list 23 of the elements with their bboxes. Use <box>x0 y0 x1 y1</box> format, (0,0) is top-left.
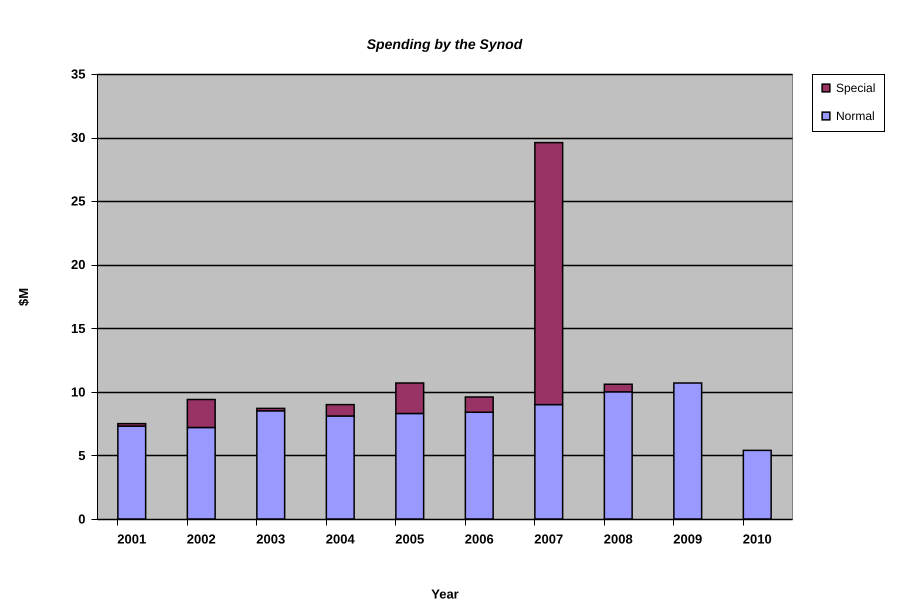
x-tick-label: 2003 <box>256 532 286 546</box>
y-tick-label: 15 <box>71 320 86 336</box>
x-tick-label: 2002 <box>186 532 216 546</box>
x-tick-label: 2009 <box>673 532 702 546</box>
x-tick-label: 2010 <box>742 532 772 546</box>
legend-label: Normal <box>836 109 875 123</box>
y-tick-label: 20 <box>71 257 86 272</box>
legend-label: Special <box>836 81 876 95</box>
x-tick-label: 2007 <box>534 532 564 546</box>
y-tick-label: 35 <box>71 66 86 82</box>
x-tick-label: 2001 <box>117 532 146 546</box>
x-tick-label: 2005 <box>395 532 424 546</box>
y-tick-label: 10 <box>71 384 86 400</box>
y-tick-label: 25 <box>71 194 86 209</box>
x-tick-label: 2004 <box>326 532 356 546</box>
x-tick-label: 2006 <box>464 532 494 546</box>
y-axis-title: $M <box>16 288 32 306</box>
y-tick-label: 30 <box>71 130 86 146</box>
chart-title: Spending by the Synod <box>366 36 523 52</box>
x-axis-title: Year <box>431 586 459 602</box>
y-tick-label: 5 <box>78 448 86 463</box>
x-tick-label: 2008 <box>604 532 633 546</box>
y-tick-label: 0 <box>78 512 86 526</box>
